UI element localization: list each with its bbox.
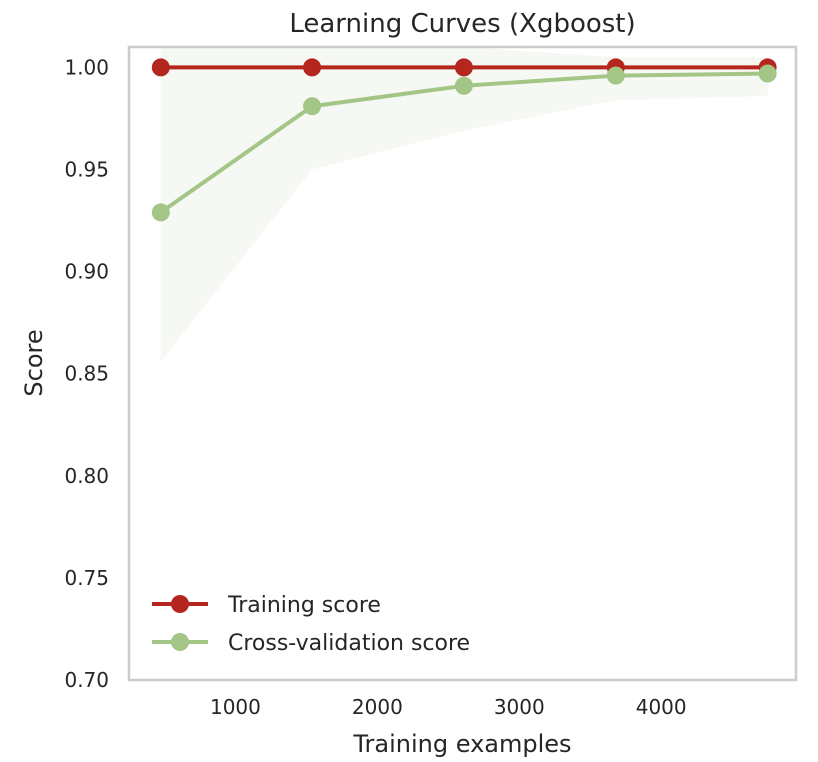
plot-frame — [127, 45, 798, 682]
plot-layer — [151, 47, 777, 362]
y-tick-label: 1.00 — [64, 55, 109, 79]
x-tick-label: 4000 — [636, 695, 687, 719]
y-tick-label: 0.70 — [64, 668, 109, 692]
data-point-1-0 — [151, 203, 170, 222]
confidence-band-1 — [160, 47, 768, 362]
legend-label-1: Cross-validation score — [228, 631, 470, 656]
y-tick-label: 0.80 — [64, 464, 109, 488]
x-tick-label: 2000 — [352, 695, 403, 719]
chart-title: Learning Curves (Xgboost) — [289, 9, 635, 39]
data-point-1-1 — [303, 97, 322, 116]
legend-label-0: Training score — [227, 593, 381, 618]
x-tick-label: 1000 — [210, 695, 261, 719]
x-tick-label: 3000 — [494, 695, 545, 719]
y-tick-label: 0.90 — [64, 260, 109, 284]
data-point-0-0 — [151, 58, 170, 77]
y-tick-label: 0.85 — [64, 362, 109, 386]
data-point-1-2 — [454, 76, 473, 95]
y-tick-label: 0.95 — [64, 158, 109, 182]
y-tick-label: 0.75 — [64, 566, 109, 590]
legend-marker-1 — [171, 633, 189, 651]
data-point-0-2 — [454, 58, 473, 77]
plot-area — [160, 47, 768, 362]
x-tick-labels: 1000 2000 3000 4000 — [210, 695, 687, 719]
legend-marker-0 — [171, 595, 189, 613]
data-point-1-3 — [606, 66, 625, 85]
data-point-1-4 — [758, 64, 777, 83]
y-tick-labels: 0.70 0.75 0.80 0.85 0.90 0.95 1.00 — [64, 55, 109, 692]
data-point-0-1 — [303, 58, 322, 77]
y-axis-label: Score — [20, 329, 48, 396]
x-axis-label: Training examples — [352, 730, 571, 758]
legend: Training score Cross-validation score — [152, 593, 470, 656]
